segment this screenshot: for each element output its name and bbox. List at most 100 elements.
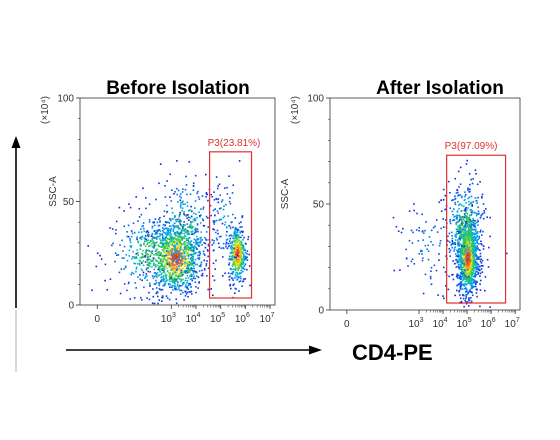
event-dot — [173, 227, 175, 229]
event-dot — [163, 280, 165, 282]
event-dot — [244, 263, 247, 265]
event-dot — [186, 271, 189, 274]
event-dot — [459, 194, 462, 196]
event-dot — [183, 264, 186, 266]
event-dot — [151, 259, 154, 262]
event-dot — [447, 235, 449, 238]
event-dot — [234, 277, 236, 279]
event-dot — [199, 265, 202, 268]
event-dot — [160, 273, 162, 276]
event-dot — [165, 242, 168, 244]
event-dot — [462, 238, 465, 241]
event-dot — [240, 264, 242, 266]
event-dot — [157, 256, 160, 259]
event-dot — [181, 263, 184, 266]
event-dot — [140, 296, 142, 299]
event-dot — [472, 219, 475, 222]
event-dot — [130, 246, 132, 249]
event-dot — [218, 219, 221, 221]
event-dot — [179, 273, 182, 275]
event-dot — [429, 275, 432, 278]
event-dot — [461, 253, 463, 255]
event-dot — [172, 229, 175, 231]
event-dot — [466, 217, 468, 220]
event-dot — [189, 278, 192, 281]
event-dot — [242, 263, 244, 265]
event-dot — [206, 260, 208, 262]
event-dot — [181, 253, 183, 255]
event-dot — [455, 228, 458, 230]
event-dot — [185, 175, 187, 178]
event-dot — [243, 268, 246, 270]
event-dot — [405, 258, 408, 260]
event-dot — [475, 239, 477, 242]
event-dot — [168, 252, 171, 255]
event-dot — [448, 251, 451, 253]
event-dot — [453, 219, 455, 221]
event-dot — [180, 279, 183, 281]
event-dot — [182, 188, 184, 190]
event-dot — [408, 210, 411, 212]
event-dot — [459, 263, 462, 266]
event-dot — [174, 226, 176, 228]
event-dot — [189, 283, 191, 285]
event-dot — [232, 240, 234, 242]
event-dot — [161, 295, 164, 297]
event-dot — [176, 261, 178, 263]
gate-p3[interactable] — [446, 154, 507, 304]
event-dot — [176, 257, 179, 259]
event-dot — [135, 256, 137, 258]
event-dot — [165, 277, 168, 279]
event-dot — [474, 246, 476, 249]
event-dot — [224, 223, 226, 226]
event-dot — [473, 246, 475, 249]
event-dot — [422, 239, 424, 241]
event-dot — [146, 259, 148, 262]
event-dot — [216, 239, 218, 241]
event-dot — [169, 272, 171, 274]
event-dot — [191, 275, 193, 277]
event-dot — [182, 249, 185, 252]
event-dot — [188, 261, 191, 263]
event-dot — [146, 243, 148, 245]
event-dot — [225, 243, 227, 245]
event-dot — [471, 210, 473, 212]
event-dot — [151, 245, 154, 248]
event-dot — [449, 192, 451, 194]
event-dot — [460, 261, 463, 263]
event-dot — [183, 282, 185, 284]
event-dot — [445, 208, 447, 211]
event-dot — [123, 225, 125, 228]
event-dot — [462, 235, 464, 237]
event-dot — [156, 260, 158, 262]
event-dot — [232, 258, 235, 260]
event-dot — [190, 286, 192, 288]
event-dot — [473, 247, 476, 250]
event-dot — [235, 245, 238, 247]
event-dot — [475, 261, 478, 264]
event-dot — [242, 267, 245, 270]
plot-frame — [329, 97, 521, 311]
event-dot — [238, 272, 241, 274]
event-dot — [123, 268, 125, 270]
event-dot — [181, 243, 183, 245]
event-dot — [473, 264, 475, 266]
event-dot — [190, 290, 193, 293]
event-dot — [172, 254, 174, 256]
event-dot — [162, 284, 164, 287]
event-dot — [464, 261, 467, 263]
event-dot — [143, 243, 145, 246]
event-dot — [147, 235, 150, 238]
event-dot — [464, 249, 466, 252]
event-dot — [131, 232, 134, 235]
gate-p3[interactable] — [208, 151, 253, 299]
event-dot — [471, 274, 473, 277]
event-dot — [462, 234, 464, 236]
event-dot — [177, 252, 180, 254]
event-dot — [104, 263, 107, 266]
event-dot — [180, 269, 183, 272]
event-dot — [241, 261, 243, 264]
event-dot — [239, 262, 242, 265]
event-dot — [173, 259, 176, 261]
event-dot — [154, 272, 157, 274]
